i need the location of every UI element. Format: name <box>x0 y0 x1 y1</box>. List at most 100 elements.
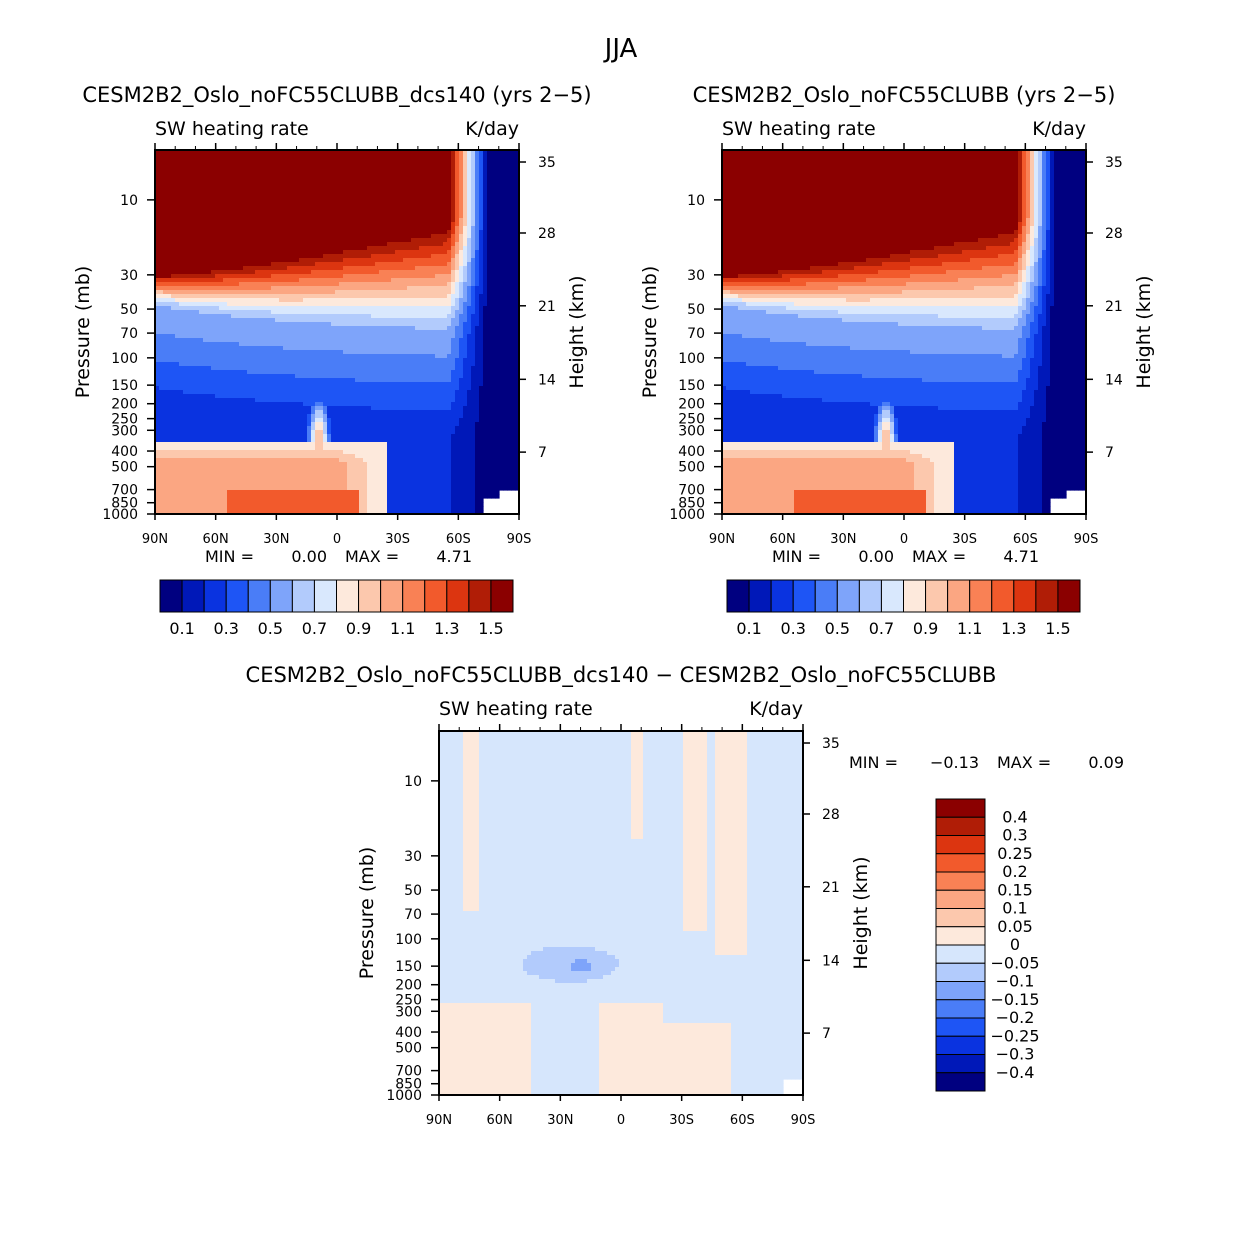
field-cell <box>411 242 416 247</box>
field-cell <box>363 286 368 291</box>
field-cell <box>495 150 500 155</box>
field-cell <box>319 238 324 243</box>
field-cell <box>215 350 220 355</box>
field-cell <box>159 238 164 243</box>
field-cell <box>343 358 348 363</box>
field-cell <box>511 178 516 183</box>
field-cell <box>211 266 216 271</box>
field-cell <box>339 270 344 275</box>
field-cell <box>207 254 212 259</box>
field-cell <box>187 290 192 295</box>
field-cell <box>263 218 268 223</box>
field-cell <box>227 274 232 279</box>
field-cell <box>471 274 476 279</box>
field-cell <box>455 194 460 199</box>
field-cell <box>247 214 252 219</box>
field-cell <box>311 210 316 215</box>
field-cell <box>167 302 172 307</box>
field-cell <box>163 178 168 183</box>
field-cell <box>419 170 424 175</box>
field-cell <box>283 294 288 299</box>
field-cell <box>379 342 384 347</box>
field-cell <box>343 346 348 351</box>
field-cell <box>495 238 500 243</box>
field-cell <box>315 354 320 359</box>
field-cell <box>375 362 380 367</box>
field-cell <box>411 178 416 183</box>
field-cell <box>359 254 364 259</box>
field-cell <box>447 278 452 283</box>
field-cell <box>463 198 468 203</box>
field-cell <box>267 274 272 279</box>
field-cell <box>503 354 508 359</box>
field-cell <box>183 278 188 283</box>
field-cell <box>279 294 284 299</box>
field-cell <box>327 158 332 163</box>
field-cell <box>515 154 519 159</box>
field-cell <box>439 354 444 359</box>
field-cell <box>231 338 236 343</box>
field-cell <box>291 306 296 311</box>
field-cell <box>443 262 448 267</box>
field-cell <box>399 282 404 287</box>
field-cell <box>299 322 304 327</box>
field-cell <box>383 302 388 307</box>
field-cell <box>499 210 504 215</box>
field-cell <box>311 342 316 347</box>
field-cell <box>315 254 320 259</box>
field-cell <box>403 346 408 351</box>
field-cell <box>339 250 344 255</box>
field-cell <box>347 254 352 259</box>
field-cell <box>299 262 304 267</box>
field-cell <box>467 294 472 299</box>
field-cell <box>455 234 460 239</box>
field-cell <box>323 366 328 371</box>
field-cell <box>411 298 416 303</box>
field-cell <box>359 190 364 195</box>
field-cell <box>155 342 160 347</box>
field-cell <box>287 282 292 287</box>
field-cell <box>363 270 368 275</box>
field-cell <box>279 298 284 303</box>
field-cell <box>251 354 256 359</box>
field-cell <box>347 218 352 223</box>
field-cell <box>295 342 300 347</box>
field-cell <box>371 298 376 303</box>
field-cell <box>183 362 188 367</box>
field-cell <box>379 290 384 295</box>
field-cell <box>207 258 212 263</box>
field-cell <box>403 190 408 195</box>
field-cell <box>323 198 328 203</box>
field-cell <box>203 254 208 259</box>
field-cell <box>383 174 388 179</box>
field-cell <box>463 210 468 215</box>
field-cell <box>259 358 264 363</box>
field-cell <box>371 182 376 187</box>
field-cell <box>511 282 516 287</box>
field-cell <box>259 250 264 255</box>
field-cell <box>415 278 420 283</box>
field-cell <box>259 246 264 251</box>
field-cell <box>475 198 480 203</box>
field-cell <box>295 178 300 183</box>
field-cell <box>387 234 392 239</box>
field-cell <box>255 186 260 191</box>
field-cell <box>439 362 444 367</box>
field-cell <box>255 214 260 219</box>
field-cell <box>359 314 364 319</box>
field-cell <box>207 302 212 307</box>
field-cell <box>155 294 160 299</box>
field-cell <box>235 194 240 199</box>
field-cell <box>251 238 256 243</box>
field-cell <box>475 282 480 287</box>
field-cell <box>343 330 348 335</box>
field-cell <box>375 238 380 243</box>
field-cell <box>463 254 468 259</box>
field-cell <box>447 318 452 323</box>
field-cell <box>239 258 244 263</box>
field-cell <box>455 258 460 263</box>
field-cell <box>491 186 496 191</box>
field-cell <box>371 162 376 167</box>
field-cell <box>447 346 452 351</box>
field-cell <box>243 166 248 171</box>
